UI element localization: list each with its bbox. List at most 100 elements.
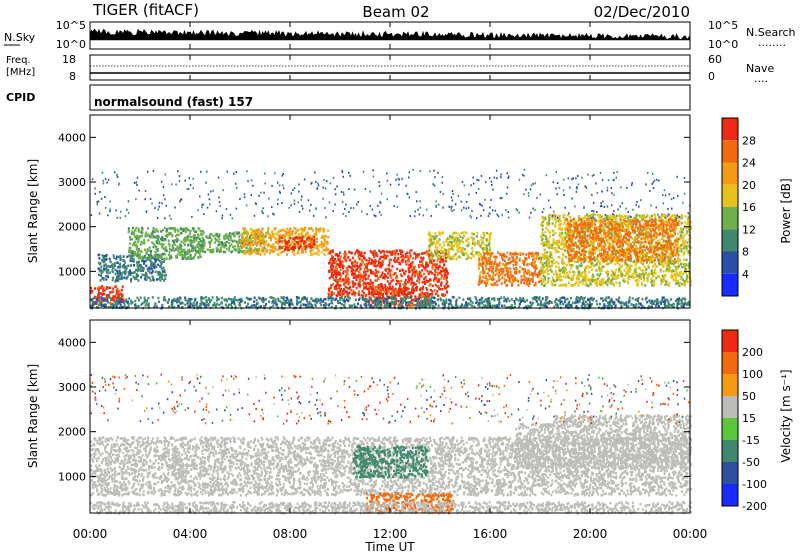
data-cell [383,273,386,276]
data-cell [242,250,245,253]
data-cell [396,267,399,271]
data-cell [610,279,613,282]
data-cell [443,284,446,288]
data-cell [170,248,173,252]
data-cell [493,282,496,285]
data-cell [547,259,550,262]
data-cell [333,261,336,265]
data-cell [339,268,342,272]
data-cell [135,245,138,248]
data-cell [142,256,145,260]
data-cell [321,227,324,230]
data-cell [416,279,419,282]
data-cell [333,285,336,289]
data-cell [270,245,273,249]
data-cell [581,217,584,220]
data-cell [168,253,170,256]
data-cell [397,282,399,285]
data-cell [301,230,304,233]
data-cell [189,229,192,233]
data-cell [158,242,161,245]
data-cell [285,231,287,234]
data-cell [124,270,127,274]
data-cell [357,273,360,277]
data-cell [386,267,389,271]
data-cell [660,282,663,286]
data-cell [507,273,509,276]
data-cell [596,282,599,286]
data-cell [305,250,308,253]
data-cell [420,256,423,260]
data-cell [509,260,512,264]
data-cell [634,235,637,239]
data-cell [159,276,162,279]
data-cell [211,250,214,253]
data-cell [548,246,551,250]
data-cell [271,230,274,233]
data-cell [408,278,411,282]
data-cell [686,241,689,244]
data-cell [234,248,237,252]
data-cell [601,225,604,228]
data-cell [391,287,394,290]
data-cell [589,249,592,253]
data-cell [615,268,618,272]
data-cell [397,279,399,283]
data-cell [479,246,482,249]
data-cell [97,288,100,292]
data-cell [413,299,416,303]
data-cell [192,229,195,232]
data-cell [147,233,150,236]
data-cell [435,278,438,281]
data-cell [382,275,385,278]
data-cell [434,232,437,235]
data-cell [105,267,108,271]
data-cell [201,244,204,248]
data-cell [379,275,382,278]
data-cell [141,273,144,276]
data-cell [395,290,398,293]
data-cell [554,224,556,227]
data-cell [287,237,290,240]
data-cell [339,262,342,266]
data-cell [458,246,461,249]
data-cell [511,260,514,263]
data-cell [285,243,288,247]
data-cell [417,295,420,299]
data-cell [344,250,347,254]
data-cell [291,233,294,236]
data-cell [157,273,160,276]
data-cell [202,246,205,250]
data-cell [505,255,508,259]
data-cell [513,267,516,271]
data-cell [227,236,230,239]
data-cell [255,229,258,232]
data-cell [542,274,545,278]
data-cell [184,243,186,246]
data-cell [363,251,366,255]
data-cell [192,247,195,251]
data-cell [393,250,395,254]
data-cell [157,277,160,281]
freq-label-1: Freq. [6,55,31,66]
data-cell [358,293,360,297]
data-cell [552,278,555,282]
data-cell [430,259,433,262]
data-cell [391,294,394,297]
data-cell [183,248,186,252]
data-cell [454,252,457,256]
data-cell [157,257,160,261]
data-cell [301,235,304,239]
data-cell [679,270,682,274]
data-cell [540,242,543,245]
data-cell [445,282,448,286]
data-cell [371,284,374,287]
data-cell [576,274,579,278]
data-cell [445,240,448,243]
data-cell [309,246,312,249]
data-cell [188,248,191,252]
data-cell [148,266,151,270]
data-cell [370,258,373,261]
data-cell [401,250,404,254]
data-cell [120,297,123,300]
